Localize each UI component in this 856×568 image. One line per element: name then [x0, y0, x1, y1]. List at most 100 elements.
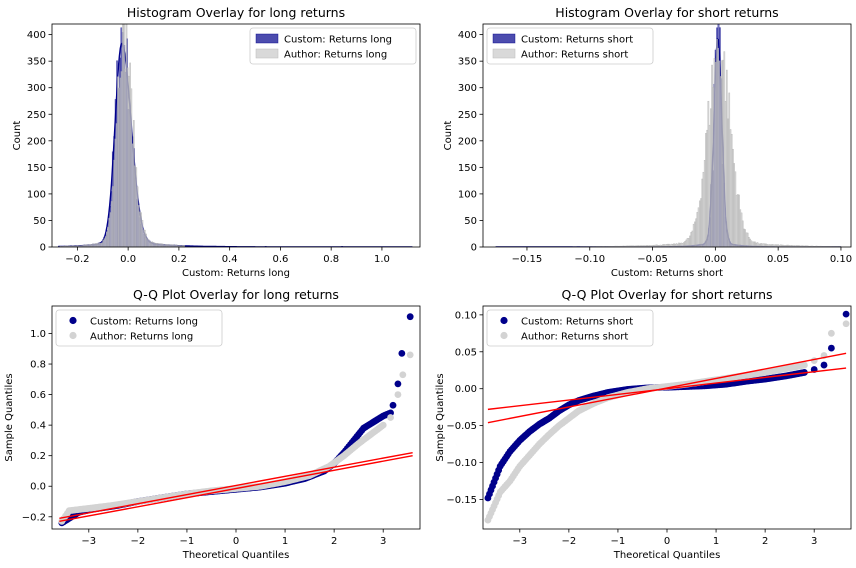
- y-tick-label: 100: [458, 189, 477, 200]
- legend-box: [486, 27, 654, 65]
- legend-label: Custom: Returns long: [90, 317, 198, 328]
- legend-box: [486, 309, 654, 347]
- qq-point: [406, 351, 414, 359]
- kde-curve: [495, 38, 841, 247]
- y-tick-label: −0.10: [446, 458, 477, 469]
- x-axis-label: Theoretical Quantiles: [613, 550, 721, 561]
- legend: Custom: Returns short Author: Returns sho…: [486, 27, 654, 65]
- x-axis-label: Theoretical Quantiles: [182, 550, 290, 561]
- y-tick-label: 300: [27, 83, 46, 94]
- qq-point: [842, 310, 850, 318]
- chart-title: Q-Q Plot Overlay for short returns: [561, 287, 772, 302]
- legend-marker: [500, 316, 508, 325]
- y-axis-label: Count: [443, 121, 454, 151]
- x-tick-label: 0.00: [704, 254, 726, 265]
- panel-3: −3 −2 −1 0 1 2 3 −0.2 0.0 0.2 0.4 0.6 0.8 1.0 Q-Q Plot…: [4, 287, 421, 561]
- fit-line: [487, 352, 847, 424]
- legend: Custom: Returns short Author: Returns sho…: [486, 309, 654, 347]
- y-tick-label: 0.0: [30, 482, 46, 493]
- chart-title: Q-Q Plot Overlay for long returns: [133, 287, 339, 302]
- x-tick-label: −0.10: [574, 254, 605, 265]
- legend: Custom: Returns long Author: Returns long: [55, 309, 223, 347]
- y-tick-label: 100: [27, 189, 46, 200]
- legend: Custom: Returns long Author: Returns long: [249, 27, 417, 65]
- x-tick-label: −0.15: [512, 254, 543, 265]
- panel-2: −0.15 −0.10 −0.05 0.00 0.05 0.10 0 50 100 150 200 2…: [443, 5, 852, 279]
- qq-point: [810, 357, 818, 365]
- legend-swatch: [492, 48, 516, 59]
- y-tick-label: −0.2: [22, 512, 46, 523]
- y-tick-label: 0: [40, 243, 46, 254]
- qq-point: [399, 371, 407, 379]
- legend-label: Author: Returns long: [90, 332, 193, 343]
- legend-marker: [69, 316, 77, 325]
- legend-swatch: [255, 48, 279, 59]
- plot-area: [484, 310, 850, 524]
- y-tick-label: 200: [27, 136, 46, 147]
- chart-title: Histogram Overlay for short returns: [555, 5, 778, 20]
- x-tick-label: 0: [664, 536, 670, 547]
- qq-point: [394, 391, 402, 398]
- x-tick-label: −2: [130, 536, 145, 547]
- axes-frame: [482, 23, 852, 248]
- x-tick-label: 1: [713, 536, 719, 547]
- x-tick-label: 1: [282, 536, 288, 547]
- histogram-bars-series-2: [572, 38, 842, 247]
- fit-line: [487, 367, 847, 411]
- y-tick-label: 0.00: [455, 384, 477, 395]
- panel-1: −0.2 0.0 0.2 0.4 0.6 0.8 1.0 0 50 100 150 200 250 300…: [12, 5, 421, 279]
- y-tick-label: 1.0: [30, 329, 46, 340]
- legend-label: Author: Returns long: [284, 50, 387, 61]
- x-tick-label: 3: [811, 536, 817, 547]
- y-tick-label: 250: [27, 110, 46, 121]
- y-axis-label: Sample Quantiles: [435, 373, 446, 461]
- legend-marker: [500, 331, 508, 340]
- y-tick-label: 350: [27, 57, 46, 68]
- x-tick-label: 0.0: [120, 254, 136, 265]
- x-tick-label: 0.05: [767, 254, 789, 265]
- qq-point: [827, 329, 835, 337]
- qq-point: [389, 401, 397, 409]
- qq-point: [800, 361, 808, 369]
- x-tick-label: −0.05: [637, 254, 668, 265]
- chart-title: Histogram Overlay for long returns: [127, 5, 345, 20]
- y-tick-label: 350: [458, 57, 477, 68]
- x-tick-label: −3: [512, 536, 527, 547]
- x-axis-label: Custom: Returns long: [182, 268, 290, 279]
- legend-label: Custom: Returns long: [284, 35, 392, 46]
- x-tick-label: −2: [561, 536, 576, 547]
- x-tick-label: 0.2: [171, 254, 187, 265]
- histogram-bars-series-2: [59, 24, 185, 247]
- x-axis-label: Custom: Returns short: [611, 268, 723, 279]
- panel-4: −3 −2 −1 0 1 2 3 −0.15 −0.10 −0.05 0.00 0.05 0.10 Q-Q…: [435, 287, 852, 561]
- y-axis-label: Count: [12, 121, 23, 151]
- y-tick-label: 0.05: [455, 347, 477, 358]
- y-tick-label: 400: [458, 30, 477, 41]
- legend-swatch: [492, 33, 516, 44]
- fit-line: [59, 451, 413, 519]
- qq-point: [827, 344, 835, 352]
- x-tick-label: 0.4: [222, 254, 238, 265]
- x-tick-label: 0.8: [323, 254, 339, 265]
- y-tick-label: 150: [27, 163, 46, 174]
- x-tick-label: 1.0: [374, 254, 390, 265]
- fit-line: [59, 454, 413, 523]
- x-tick-label: −1: [611, 536, 626, 547]
- y-axis-label: Sample Quantiles: [4, 373, 15, 461]
- x-tick-label: −0.2: [65, 254, 89, 265]
- qq-point: [394, 380, 402, 388]
- x-tick-label: −1: [180, 536, 195, 547]
- qq-points-series-2: [58, 351, 414, 525]
- y-tick-label: 0.6: [30, 390, 46, 401]
- qq-point: [379, 421, 387, 429]
- legend-label: Author: Returns short: [521, 50, 628, 61]
- y-tick-label: 150: [458, 163, 477, 174]
- legend-swatch: [255, 33, 279, 44]
- axes-frame: [51, 23, 421, 248]
- qq-point: [820, 361, 828, 369]
- y-tick-label: −0.05: [446, 421, 477, 432]
- histogram-bar: [183, 245, 185, 247]
- y-tick-label: 0.2: [30, 451, 46, 462]
- y-tick-label: 0.10: [455, 310, 477, 321]
- x-tick-label: 2: [762, 536, 768, 547]
